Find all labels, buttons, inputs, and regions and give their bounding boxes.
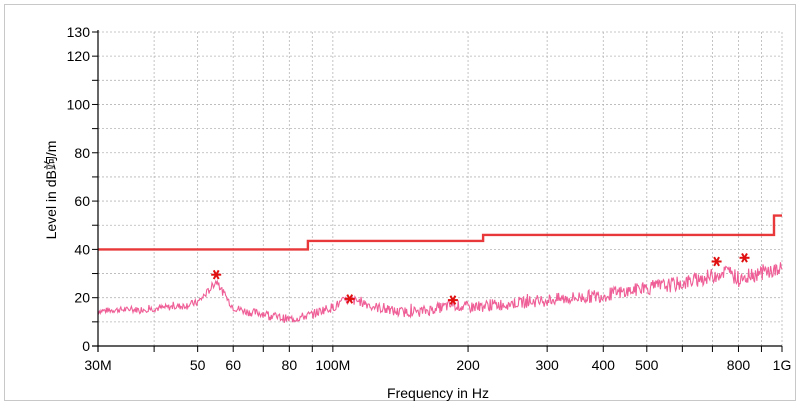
peak-markers [211,252,750,305]
limit-line [98,214,782,251]
peak-marker [711,256,722,267]
peak-marker [739,252,750,263]
peak-marker-stroke [713,256,720,267]
y-tick-label: 130 [67,24,91,40]
y-tick-label: 20 [74,290,90,306]
y-tick-label: 120 [67,48,91,64]
x-tick-label: 60 [225,357,241,373]
x-tick-label: 400 [592,357,616,373]
measurement-layer [97,262,783,323]
peak-marker-stroke [449,295,457,305]
y-axis-title: Level in dB竘/m [43,141,59,240]
x-tick-label: 100M [315,357,350,373]
chart-frame [4,4,796,401]
x-tick-label: 300 [535,357,559,373]
x-tick-label: 200 [456,357,480,373]
x-tick-label: 1G [773,357,792,373]
peak-marker-stroke [212,269,220,280]
measurement-trace [97,262,783,323]
peak-marker [447,295,458,305]
y-tick-label: 60 [74,193,90,209]
x-tick-label: 500 [635,357,659,373]
y-tick-label: 40 [74,241,90,257]
y-tick-label: 0 [82,338,90,354]
peak-marker [211,269,222,280]
limit-line-layer [98,214,782,251]
x-axis-title: Frequency in Hz [387,385,489,401]
y-tick-label: 100 [67,96,91,112]
x-tick-label: 800 [727,357,751,373]
x-tick-label: 50 [190,357,206,373]
peak-marker [344,294,355,304]
x-tick-label: 80 [282,357,298,373]
y-tick-label: 80 [74,145,90,161]
peak-marker-stroke [741,252,748,263]
peak-marker-stroke [346,294,354,304]
x-tick-label: 30M [84,357,111,373]
axes: 0 20 40 60 80 100 120 130 30M 50 60 80 100M 200 300 400… [67,24,792,373]
